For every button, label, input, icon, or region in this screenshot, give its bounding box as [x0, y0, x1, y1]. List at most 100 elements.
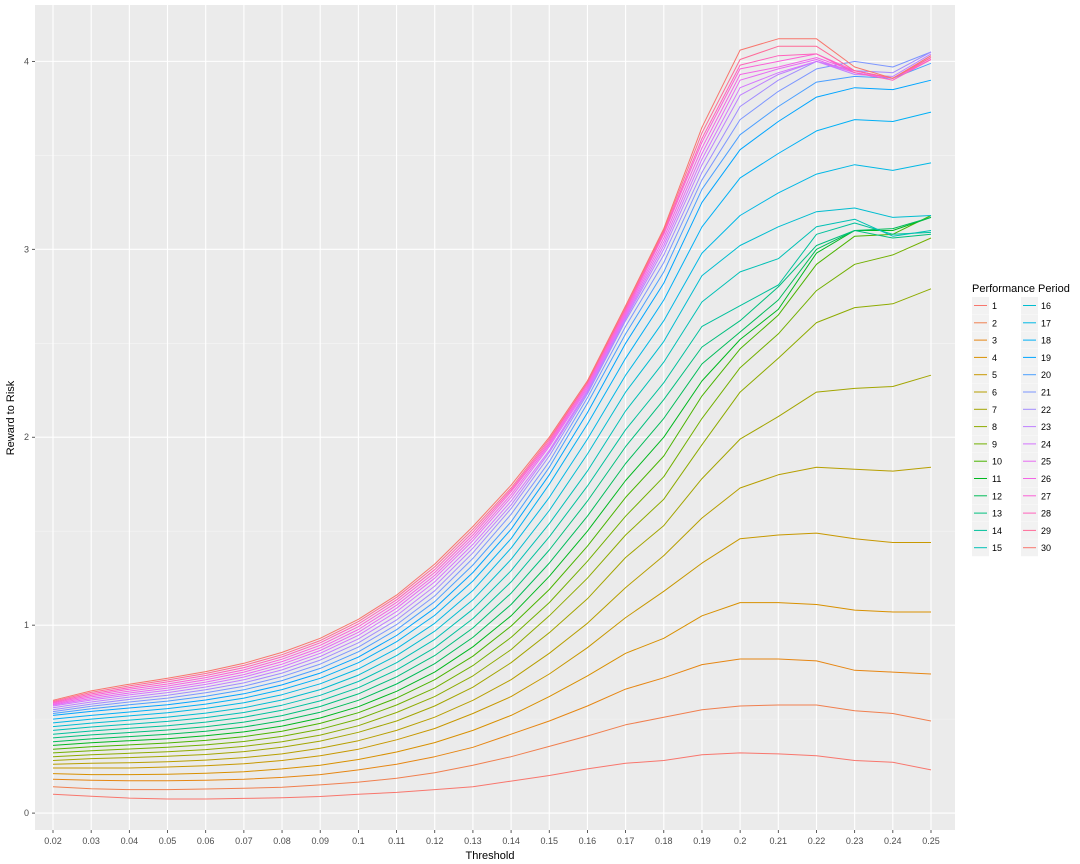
series-line-9 [52, 237, 932, 754]
legend-item-5: 5 [972, 366, 997, 384]
legend-item-28: 28 [1021, 504, 1051, 522]
x-tick-label: 0.07 [235, 836, 253, 846]
x-tick-label: 0.11 [388, 836, 405, 846]
x-tick-label: 0.19 [693, 836, 711, 846]
legend-label: 14 [992, 526, 1002, 536]
legend-label: 3 [992, 336, 997, 346]
x-tick-label: 0.17 [617, 836, 635, 846]
y-tick-label: 3 [24, 244, 29, 254]
legend-label: 4 [992, 353, 997, 363]
y-tick-label: 1 [24, 620, 29, 630]
legend-item-6: 6 [972, 383, 997, 401]
legend-item-17: 17 [1021, 314, 1051, 332]
legend-item-26: 26 [1021, 470, 1051, 487]
legend-item-13: 13 [972, 504, 1002, 522]
x-tick-label: 0.09 [311, 836, 329, 846]
legend-label: 27 [1041, 491, 1051, 501]
series-line-18 [52, 111, 932, 720]
legend-label: 6 [992, 388, 997, 398]
legend-item-3: 3 [972, 331, 997, 349]
x-tick-label: 0.23 [846, 836, 864, 846]
series-line-19 [52, 79, 932, 716]
legend-label: 29 [1041, 526, 1051, 536]
x-tick-label: 0.22 [808, 836, 826, 846]
legend-item-23: 23 [1021, 418, 1051, 436]
series-line-10 [52, 215, 932, 750]
legend-item-24: 24 [1021, 435, 1051, 453]
series-line-3 [52, 658, 932, 782]
legend-item-29: 29 [1021, 521, 1051, 539]
x-tick-label: 0.12 [426, 836, 444, 846]
series-line-6 [52, 466, 932, 765]
legend-item-18: 18 [1021, 331, 1051, 349]
x-tick-label: 0.2 [734, 836, 747, 846]
legend-item-4: 4 [972, 348, 997, 366]
legend-label: 23 [1041, 422, 1051, 432]
legend-label: 24 [1041, 439, 1051, 449]
legend-label: 19 [1041, 353, 1051, 363]
legend-label: 13 [992, 509, 1002, 519]
x-tick-label: 0.14 [502, 836, 520, 846]
legend-label: 16 [1041, 301, 1051, 311]
series-line-21 [52, 51, 932, 713]
series-line-16 [52, 207, 932, 728]
series-lines [52, 38, 932, 800]
legend-item-7: 7 [972, 400, 997, 418]
x-tick-label: 0.1 [352, 836, 365, 846]
legend-item-1: 1 [972, 297, 997, 314]
y-tick-label: 0 [24, 808, 29, 818]
x-tick-label: 0.18 [655, 836, 673, 846]
series-line-26 [52, 57, 932, 705]
series-line-17 [52, 162, 932, 724]
series-line-5 [53, 532, 931, 769]
series-line-7 [52, 374, 932, 761]
legend-label: 21 [1041, 388, 1051, 398]
legend-label: 20 [1041, 370, 1051, 380]
y-axis-title: Reward to Risk [5, 380, 17, 455]
legend-label: 26 [1041, 474, 1051, 484]
series-line-1 [52, 752, 932, 800]
legend-item-25: 25 [1021, 452, 1051, 470]
legend-label: 15 [992, 543, 1002, 553]
legend-label: 1 [992, 301, 997, 311]
x-axis-ticks: 0.02 0.03 0.04 0.05 0.06 0.07 0.08 0.09 0.1 0.11 0… [44, 830, 940, 846]
legend-item-12: 12 [972, 487, 1002, 505]
x-tick-label: 0.16 [579, 836, 597, 846]
x-tick-label: 0.02 [44, 836, 62, 846]
legend-label: 18 [1041, 336, 1051, 346]
series-line-2 [52, 704, 932, 791]
x-tick-label: 0.15 [540, 836, 558, 846]
series-line-22 [52, 51, 932, 711]
series-line-11 [52, 216, 932, 746]
series-line-25 [52, 57, 932, 706]
legend-item-21: 21 [1021, 383, 1051, 401]
legend-label: 9 [992, 439, 997, 449]
x-tick-label: 0.21 [770, 836, 788, 846]
legend-label: 11 [992, 474, 1001, 484]
series-line-30 [52, 38, 932, 701]
legend-label: 17 [1041, 318, 1051, 328]
legend-item-9: 9 [972, 435, 997, 453]
x-tick-label: 0.25 [922, 836, 940, 846]
legend-label: 25 [1041, 457, 1051, 467]
x-tick-label: 0.04 [121, 836, 139, 846]
x-tick-label: 0.24 [884, 836, 902, 846]
legend-item-2: 2 [972, 314, 997, 332]
series-line-4 [52, 602, 931, 776]
legend-item-14: 14 [972, 521, 1002, 539]
x-tick-label: 0.13 [464, 836, 482, 846]
x-tick-label: 0.06 [197, 836, 215, 846]
legend-item-15: 15 [972, 539, 1002, 557]
legend-item-30: 30 [1021, 539, 1051, 557]
legend-item-10: 10 [972, 452, 1002, 470]
series-line-12 [52, 216, 932, 743]
legend-item-20: 20 [1021, 366, 1051, 384]
legend-label: 2 [992, 318, 997, 328]
x-tick-label: 0.03 [82, 836, 100, 846]
legend-label: 12 [992, 491, 1002, 501]
series-line-20 [52, 62, 932, 714]
legend-item-27: 27 [1021, 487, 1051, 505]
legend-item-19: 19 [1021, 348, 1051, 366]
